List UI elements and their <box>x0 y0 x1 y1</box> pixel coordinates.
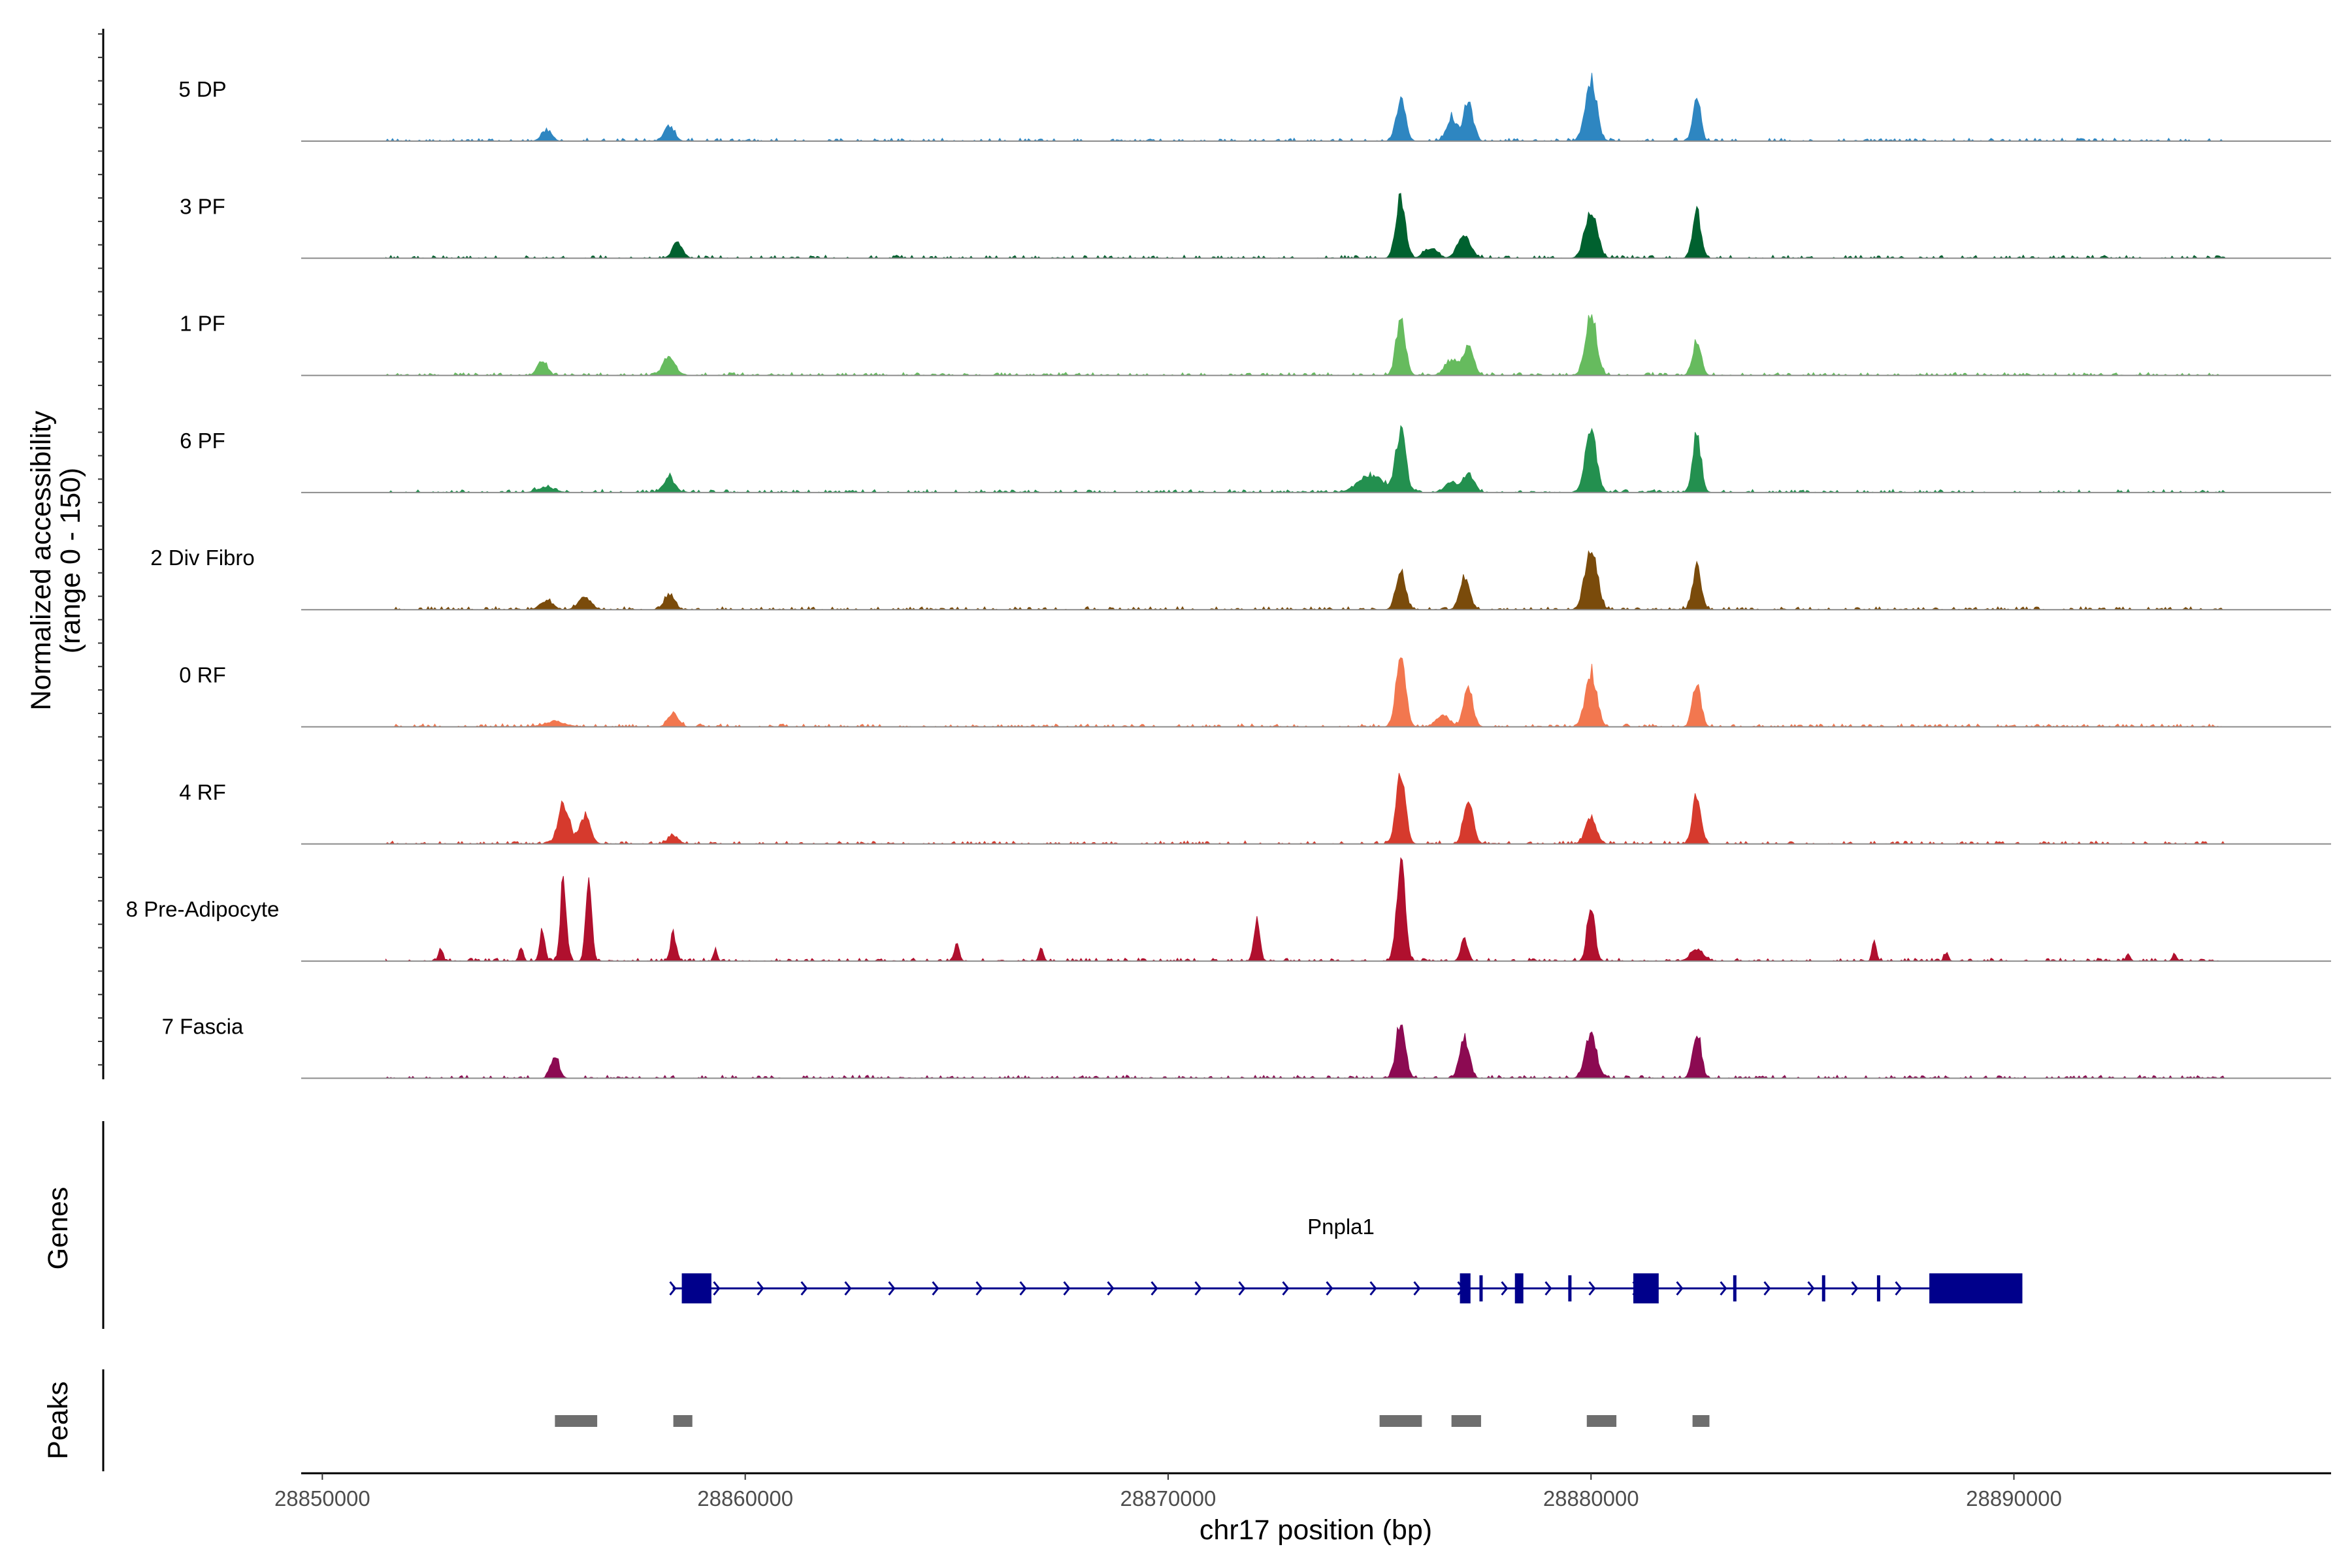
track-2-div-fibro: 2 Div Fibro <box>150 546 2331 611</box>
track-label: 7 Fascia <box>162 1014 244 1038</box>
strand-arrow <box>1588 1281 1596 1296</box>
y-axis-title: Normalized accessibility (range 0 - 150) <box>25 410 86 710</box>
track-label: 0 RF <box>179 663 226 687</box>
track-6-pf: 6 PF <box>180 425 2331 493</box>
peak-region <box>673 1415 693 1427</box>
peak-region <box>1379 1415 1422 1427</box>
exon <box>1514 1273 1524 1303</box>
track-label: 3 PF <box>180 194 225 218</box>
peak-region <box>1692 1415 1710 1427</box>
peak-regions <box>555 1415 1710 1427</box>
peak-region <box>1451 1415 1481 1427</box>
track-3-pf: 3 PF <box>180 193 2331 259</box>
exon <box>1633 1273 1659 1303</box>
peaks-panel-label: Peaks <box>42 1381 74 1460</box>
track-label: 8 Pre-Adipocyte <box>126 897 280 921</box>
track-0-rf: 0 RF <box>179 657 2331 728</box>
track-label: 4 RF <box>179 780 226 804</box>
exon <box>1479 1275 1483 1301</box>
exon <box>1929 1273 2023 1303</box>
exon <box>1733 1275 1737 1301</box>
track-label: 2 Div Fibro <box>150 546 255 570</box>
track-4-rf: 4 RF <box>179 773 2331 845</box>
track-label: 6 PF <box>180 429 225 453</box>
x-tick-label: 28870000 <box>1120 1486 1217 1511</box>
x-tick-label: 28880000 <box>1543 1486 1639 1511</box>
strand-arrow <box>1895 1281 1903 1296</box>
strand-arrow <box>800 1281 808 1296</box>
peak-region <box>1586 1415 1617 1427</box>
gene-pnpla1: Pnpla1 <box>669 1215 2023 1303</box>
gene-models: Pnpla1 <box>669 1215 2023 1303</box>
gene-name-label: Pnpla1 <box>1307 1215 1375 1239</box>
strand-arrow <box>1369 1281 1377 1296</box>
strand-arrow <box>1676 1281 1684 1296</box>
strand-arrow <box>1851 1281 1859 1296</box>
x-axis-title: chr17 position (bp) <box>1200 1514 1432 1546</box>
track-8-pre-adipocyte: 8 Pre-Adipocyte <box>126 857 2331 962</box>
strand-arrow <box>844 1281 852 1296</box>
strand-arrow <box>1151 1281 1158 1296</box>
strand-arrow <box>932 1281 939 1296</box>
coverage-y-axis-ticks <box>98 33 103 1066</box>
strand-arrow <box>1063 1281 1071 1296</box>
strand-arrow <box>1107 1281 1115 1296</box>
strand-arrow <box>1501 1281 1509 1296</box>
strand-arrow <box>975 1281 983 1296</box>
x-tick-label: 28860000 <box>697 1486 793 1511</box>
exon <box>1568 1275 1572 1301</box>
track-label: 1 PF <box>180 312 225 336</box>
strand-arrow <box>1326 1281 1333 1296</box>
strand-arrow <box>1413 1281 1421 1296</box>
track-5-dp: 5 DP <box>178 73 2331 142</box>
strand-arrow <box>1282 1281 1290 1296</box>
track-7-fascia: 7 Fascia <box>162 1014 2331 1079</box>
strand-arrow <box>1720 1281 1727 1296</box>
strand-arrow <box>1763 1281 1771 1296</box>
strand-arrow <box>757 1281 764 1296</box>
y-axis-title-line1: Normalized accessibility <box>25 410 57 710</box>
peak-region <box>555 1415 598 1427</box>
strand-arrow <box>1019 1281 1027 1296</box>
strand-arrow <box>1238 1281 1246 1296</box>
strand-arrow <box>1194 1281 1202 1296</box>
strand-arrow <box>669 1281 677 1296</box>
strand-arrow <box>713 1281 721 1296</box>
exon <box>1876 1275 1880 1301</box>
strand-arrow <box>1544 1281 1552 1296</box>
exon <box>1821 1275 1825 1301</box>
coverage-tracks: 5 DP 3 PF 1 PF 6 PF 2 Div Fibro 0 RF 4 RF 8 Pre… <box>126 73 2331 1079</box>
track-label: 5 DP <box>178 77 226 101</box>
exon <box>681 1273 711 1303</box>
y-axis-title-line2: (range 0 - 150) <box>55 468 86 653</box>
genes-panel-label: Genes <box>42 1187 74 1270</box>
strand-arrow <box>888 1281 896 1296</box>
strand-arrow <box>1807 1281 1815 1296</box>
exon <box>1460 1273 1471 1303</box>
x-tick-label: 28850000 <box>274 1486 370 1511</box>
x-axis-ticks: 28850000 28860000 28870000 28880000 28890000 <box>274 1473 2062 1511</box>
track-1-pf: 1 PF <box>180 312 2331 376</box>
x-tick-label: 28890000 <box>1966 1486 2062 1511</box>
